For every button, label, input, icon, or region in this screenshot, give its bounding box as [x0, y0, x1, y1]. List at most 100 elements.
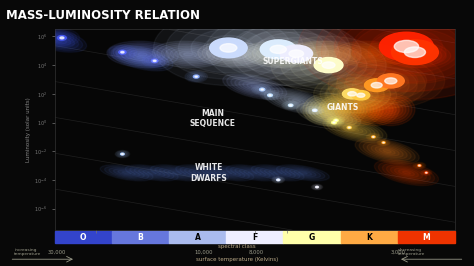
Ellipse shape [344, 125, 355, 130]
Ellipse shape [265, 49, 292, 59]
Ellipse shape [338, 95, 380, 124]
Ellipse shape [281, 41, 377, 89]
Ellipse shape [146, 57, 163, 65]
Ellipse shape [293, 43, 356, 66]
Ellipse shape [377, 74, 404, 88]
Ellipse shape [119, 152, 126, 156]
Ellipse shape [324, 107, 330, 112]
Ellipse shape [43, 35, 66, 44]
Ellipse shape [337, 106, 349, 114]
Ellipse shape [178, 23, 278, 73]
Ellipse shape [276, 93, 317, 109]
Ellipse shape [137, 56, 145, 60]
Ellipse shape [343, 44, 396, 64]
Ellipse shape [337, 54, 445, 108]
Ellipse shape [192, 75, 200, 78]
Ellipse shape [243, 82, 267, 92]
Text: K: K [366, 232, 372, 242]
Ellipse shape [337, 83, 385, 107]
Bar [55, 231, 112, 243]
Ellipse shape [154, 10, 303, 85]
Ellipse shape [383, 36, 446, 68]
Ellipse shape [367, 94, 415, 126]
Ellipse shape [226, 165, 279, 181]
Ellipse shape [379, 148, 395, 155]
Ellipse shape [271, 36, 386, 94]
Ellipse shape [335, 120, 337, 121]
Ellipse shape [110, 46, 135, 58]
Ellipse shape [194, 76, 198, 77]
Ellipse shape [372, 136, 374, 138]
Ellipse shape [285, 102, 297, 108]
Ellipse shape [325, 77, 397, 113]
Ellipse shape [22, 26, 87, 52]
Ellipse shape [218, 19, 338, 80]
Ellipse shape [342, 89, 362, 99]
Ellipse shape [347, 126, 351, 128]
Ellipse shape [280, 45, 312, 62]
Ellipse shape [351, 94, 399, 126]
Ellipse shape [376, 99, 406, 120]
Ellipse shape [264, 169, 291, 177]
Ellipse shape [327, 118, 383, 141]
Ellipse shape [328, 119, 340, 126]
Ellipse shape [322, 62, 335, 68]
Ellipse shape [370, 135, 377, 139]
Ellipse shape [142, 54, 167, 67]
Ellipse shape [285, 168, 320, 178]
Ellipse shape [164, 169, 190, 177]
Ellipse shape [369, 106, 381, 114]
Ellipse shape [313, 185, 321, 189]
Ellipse shape [274, 53, 283, 56]
Ellipse shape [369, 134, 378, 139]
Ellipse shape [201, 165, 254, 181]
Text: MAIN
SEQUENCE: MAIN SEQUENCE [190, 109, 236, 128]
Ellipse shape [180, 166, 224, 180]
Ellipse shape [379, 102, 403, 118]
Ellipse shape [115, 151, 129, 158]
Ellipse shape [151, 165, 203, 181]
Ellipse shape [288, 41, 360, 68]
Ellipse shape [239, 80, 271, 93]
Ellipse shape [231, 21, 361, 86]
Ellipse shape [269, 170, 286, 176]
Ellipse shape [383, 142, 384, 143]
Ellipse shape [174, 49, 201, 59]
Ellipse shape [220, 44, 237, 52]
Ellipse shape [383, 142, 384, 143]
Ellipse shape [189, 169, 215, 177]
Ellipse shape [230, 166, 274, 180]
Ellipse shape [379, 32, 433, 61]
Y-axis label: Luminosity (solar units): Luminosity (solar units) [26, 97, 31, 162]
Ellipse shape [371, 82, 382, 88]
Ellipse shape [235, 168, 270, 178]
Ellipse shape [299, 172, 307, 174]
Text: F: F [252, 232, 257, 242]
Ellipse shape [359, 140, 415, 163]
Ellipse shape [404, 47, 426, 57]
Ellipse shape [185, 71, 208, 82]
Ellipse shape [191, 29, 266, 67]
Ellipse shape [183, 53, 192, 56]
Ellipse shape [108, 45, 137, 59]
Ellipse shape [385, 78, 397, 84]
Ellipse shape [195, 76, 198, 77]
Ellipse shape [419, 165, 420, 166]
Ellipse shape [47, 31, 77, 45]
Ellipse shape [166, 16, 291, 79]
Ellipse shape [268, 94, 273, 97]
Ellipse shape [260, 88, 265, 91]
Ellipse shape [273, 177, 283, 182]
Ellipse shape [261, 89, 264, 90]
Ellipse shape [187, 72, 206, 81]
Ellipse shape [247, 84, 263, 90]
Ellipse shape [274, 178, 283, 182]
Ellipse shape [120, 153, 125, 155]
Ellipse shape [147, 172, 156, 174]
Ellipse shape [120, 46, 165, 63]
Ellipse shape [421, 170, 432, 176]
Ellipse shape [203, 35, 254, 60]
Ellipse shape [214, 169, 240, 177]
Ellipse shape [317, 110, 341, 120]
Ellipse shape [363, 142, 411, 161]
